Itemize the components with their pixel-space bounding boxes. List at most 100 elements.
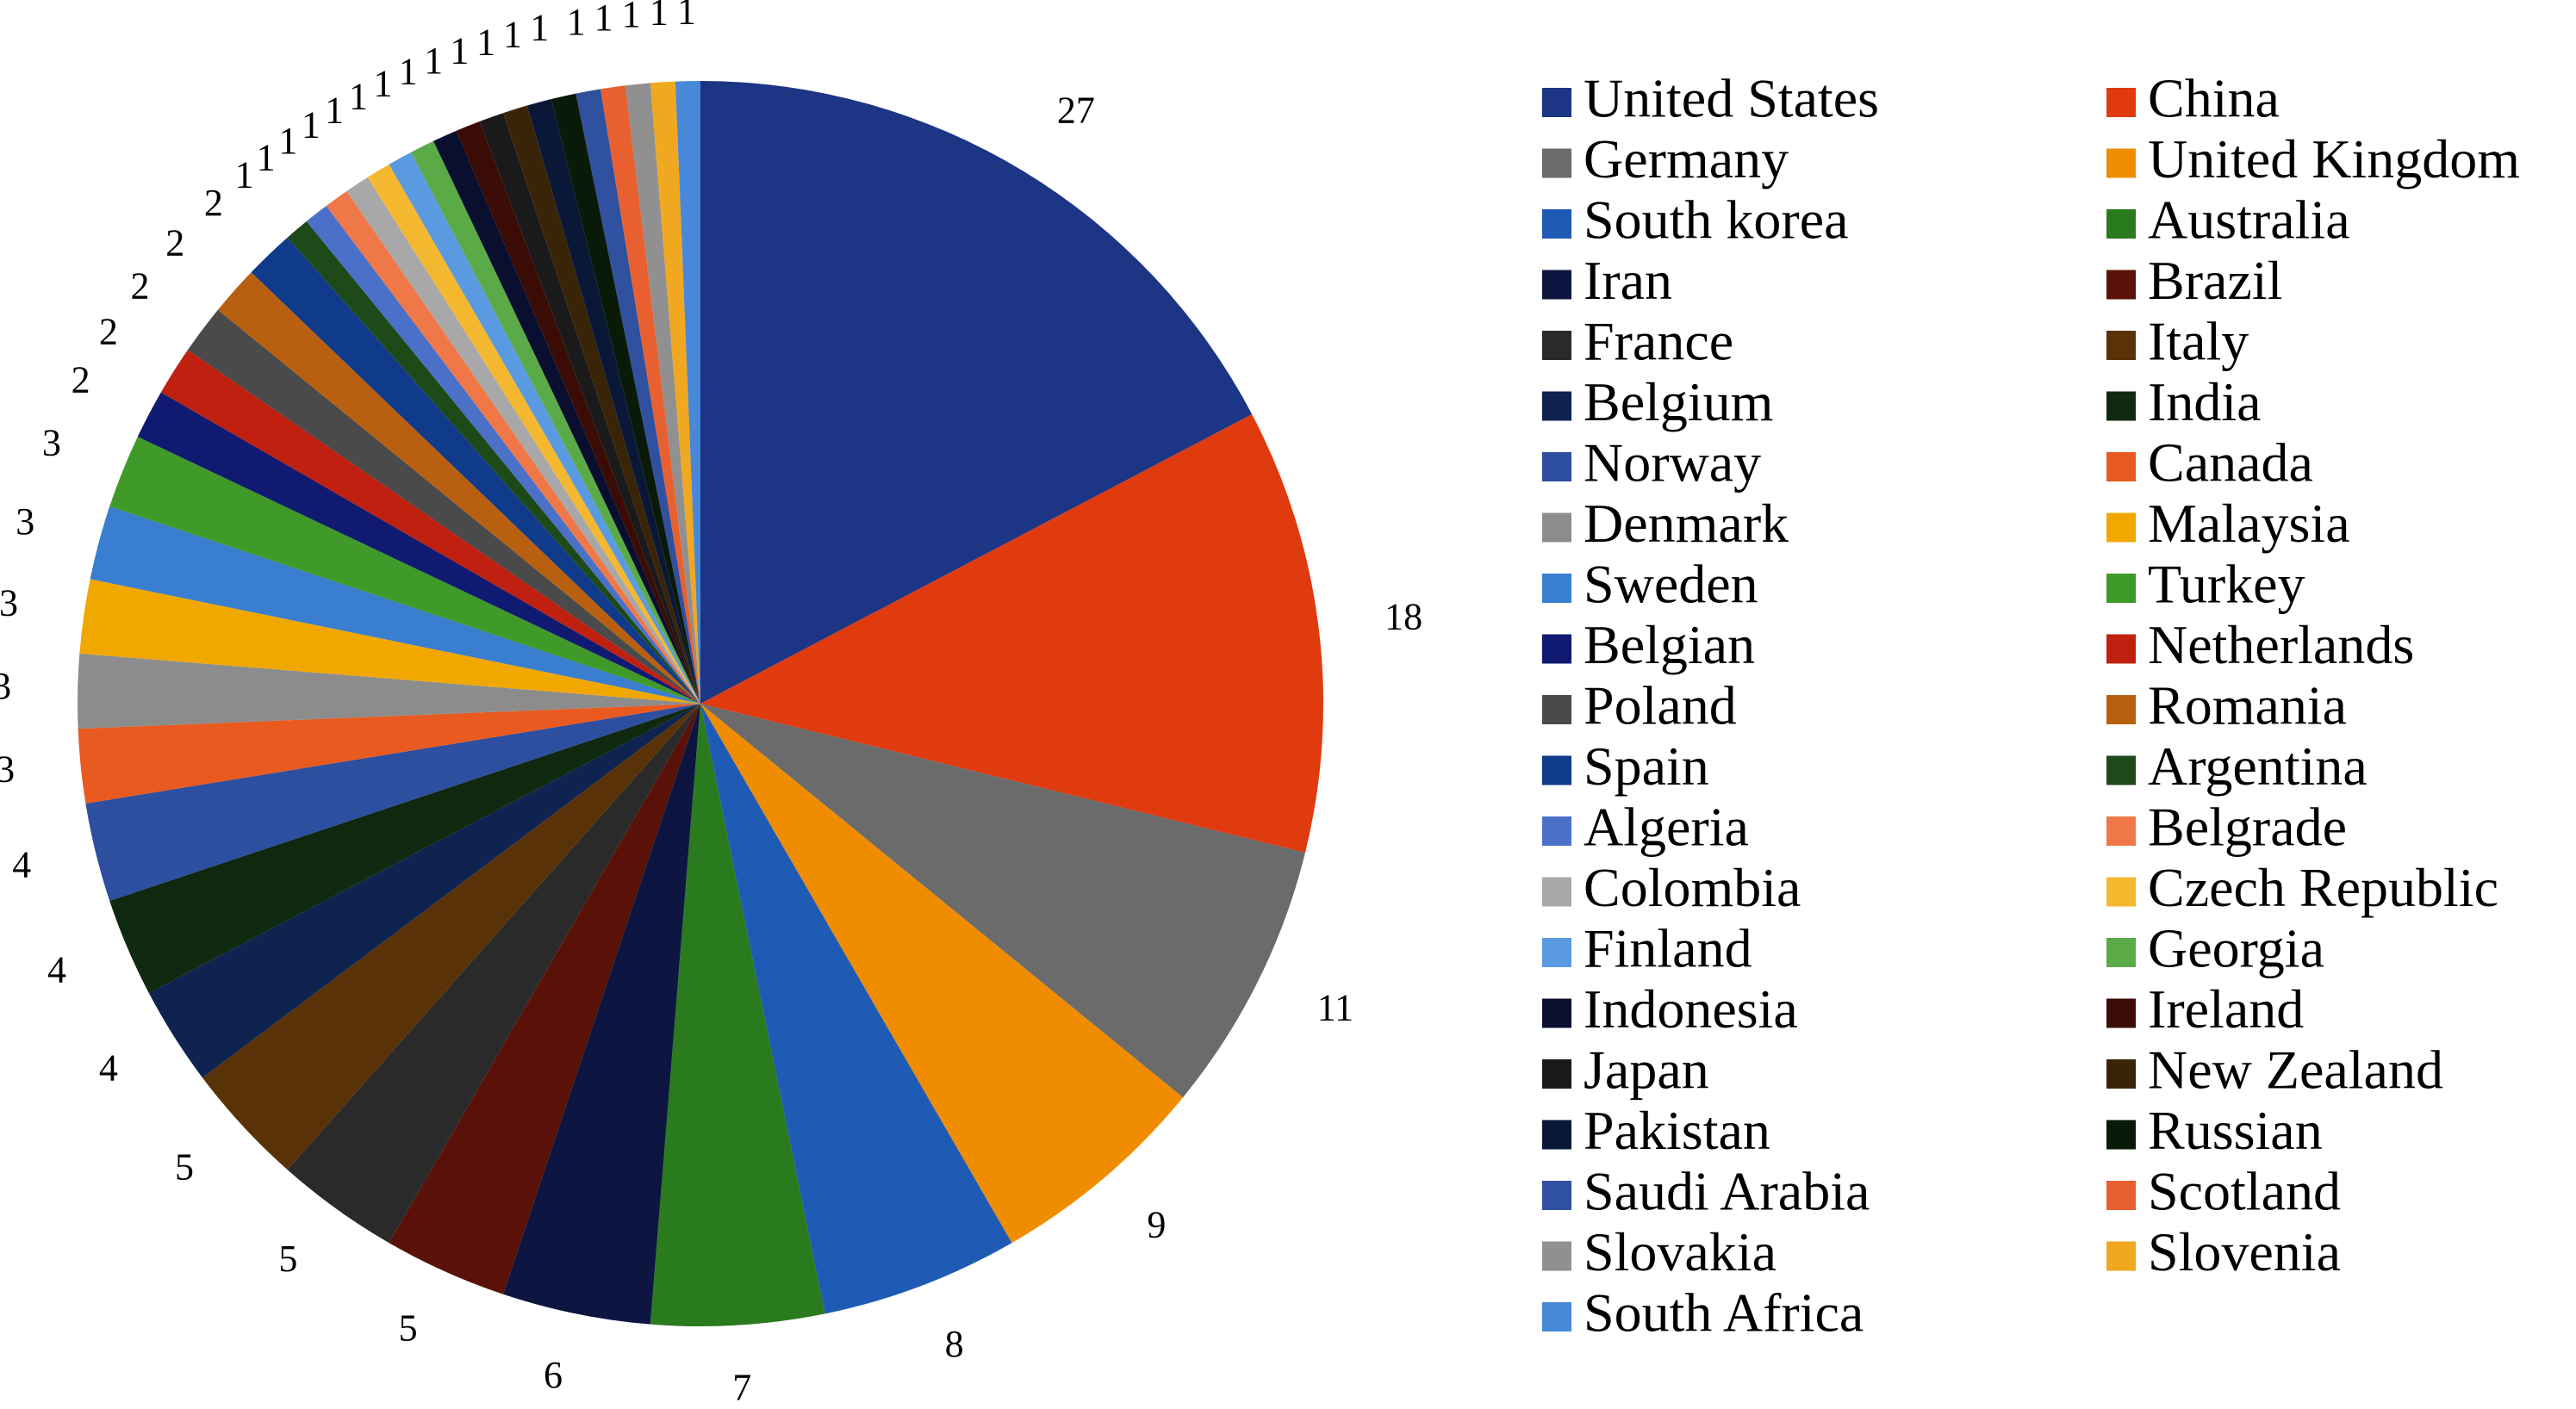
legend-swatch xyxy=(2106,512,2136,543)
legend-label: Belgium xyxy=(1584,371,1773,432)
legend-label: South korea xyxy=(1584,189,1849,251)
pie-slice xyxy=(700,704,1012,1314)
legend-label: Belgrade xyxy=(2148,797,2347,858)
data-label: 5 xyxy=(278,1238,297,1280)
legend-swatch xyxy=(2106,1181,2136,1210)
pie-slice xyxy=(675,81,700,704)
legend-label: Ireland xyxy=(2148,978,2304,1040)
pie-slice xyxy=(202,704,701,1170)
legend-swatch xyxy=(2106,634,2136,664)
legend-label: China xyxy=(2148,68,2280,129)
legend-label: Italy xyxy=(2148,311,2249,372)
legend-label: Finland xyxy=(1584,918,1752,979)
legend-swatch xyxy=(1542,938,1571,967)
legend-label: Netherlands xyxy=(2148,614,2414,675)
legend-swatch xyxy=(1542,270,1571,300)
data-label: 1 xyxy=(424,40,443,82)
legend-label: Russian xyxy=(2148,1100,2323,1161)
data-label: 5 xyxy=(399,1307,418,1350)
legend-label: Denmark xyxy=(1584,493,1789,554)
pie-slice xyxy=(287,704,700,1244)
legend-label: India xyxy=(2148,371,2262,432)
pie-slice xyxy=(78,704,700,804)
pie-slice xyxy=(148,704,700,1078)
data-label: 3 xyxy=(0,665,11,707)
legend-swatch xyxy=(2106,1059,2136,1089)
legend-swatch xyxy=(2106,148,2136,178)
data-label: 4 xyxy=(47,949,66,991)
data-label: 3 xyxy=(0,582,18,624)
legend-swatch xyxy=(1542,209,1571,239)
legend-label: Slovenia xyxy=(2148,1221,2341,1282)
legend-swatch xyxy=(2106,88,2136,117)
legend-swatch xyxy=(1542,1120,1571,1150)
legend-label: Norway xyxy=(1584,432,1761,493)
data-label: 18 xyxy=(1384,596,1422,638)
legend-label: Pakistan xyxy=(1584,1100,1770,1161)
legend-swatch xyxy=(1542,1241,1571,1271)
legend-label: Japan xyxy=(1584,1040,1709,1101)
legend-swatch xyxy=(1542,88,1571,117)
legend-label: Saudi Arabia xyxy=(1584,1161,1870,1222)
data-label: 9 xyxy=(1147,1203,1166,1245)
pie-slice xyxy=(389,704,700,1294)
pie-slice xyxy=(187,309,700,704)
pie-slice xyxy=(503,105,700,704)
data-label: 1 xyxy=(476,21,495,63)
legend-swatch xyxy=(1542,331,1571,360)
pie-slice xyxy=(109,704,701,993)
data-label: 1 xyxy=(650,0,669,34)
data-label: 1 xyxy=(567,1,586,43)
pie-slice xyxy=(251,237,700,704)
pie-slice xyxy=(137,392,701,704)
legend-label: United States xyxy=(1584,68,1879,129)
legend-swatch xyxy=(1542,148,1571,178)
legend-label: Belgian xyxy=(1584,614,1755,675)
legend-label: Turkey xyxy=(2148,554,2305,615)
legend-swatch xyxy=(1542,1302,1571,1331)
pie-slice xyxy=(503,704,700,1325)
legend-label: Algeria xyxy=(1584,797,1749,858)
legend-label: United Kingdom xyxy=(2148,128,2520,189)
legend-swatch xyxy=(2106,998,2136,1028)
pie-slice xyxy=(700,704,1305,1098)
data-label: 1 xyxy=(325,89,344,131)
pie-slice xyxy=(411,140,700,704)
data-label: 3 xyxy=(16,500,34,543)
data-label: 1 xyxy=(450,30,469,72)
legend-swatch xyxy=(2106,1120,2136,1150)
data-label: 11 xyxy=(1317,987,1353,1029)
pie-slice xyxy=(326,190,700,704)
data-label: 1 xyxy=(503,13,522,55)
data-label: 1 xyxy=(594,0,613,39)
legend-label: Scotland xyxy=(2148,1161,2341,1222)
legend-swatch xyxy=(1542,1181,1571,1210)
legend-label: Australia xyxy=(2148,189,2350,251)
legend-swatch xyxy=(2106,270,2136,300)
data-label: 27 xyxy=(1057,89,1095,131)
legend-label: Germany xyxy=(1584,128,1789,189)
legend-label: South Africa xyxy=(1584,1282,1864,1344)
data-label: 5 xyxy=(175,1146,194,1189)
data-label: 2 xyxy=(130,264,149,307)
legend-swatch xyxy=(1542,512,1571,543)
legend-swatch xyxy=(2106,209,2136,239)
legend-swatch xyxy=(2106,816,2136,846)
legend-swatch xyxy=(1542,574,1571,603)
pie-slice xyxy=(160,350,700,704)
legend-label: Czech Republic xyxy=(2148,857,2498,918)
pie-slice xyxy=(109,437,701,704)
pie-slice xyxy=(700,704,1184,1244)
pie-slice xyxy=(700,414,1323,853)
data-label: 2 xyxy=(99,311,118,353)
legend-label: Indonesia xyxy=(1584,978,1798,1040)
pie-slice xyxy=(287,220,700,704)
legend-swatch xyxy=(1542,816,1571,846)
data-label: 2 xyxy=(204,182,223,224)
pie-slice xyxy=(650,81,700,704)
legend-swatch xyxy=(2106,755,2136,785)
data-label: 3 xyxy=(42,421,61,463)
legend-label: Canada xyxy=(2148,432,2313,493)
legend-label: Colombia xyxy=(1584,857,1801,918)
